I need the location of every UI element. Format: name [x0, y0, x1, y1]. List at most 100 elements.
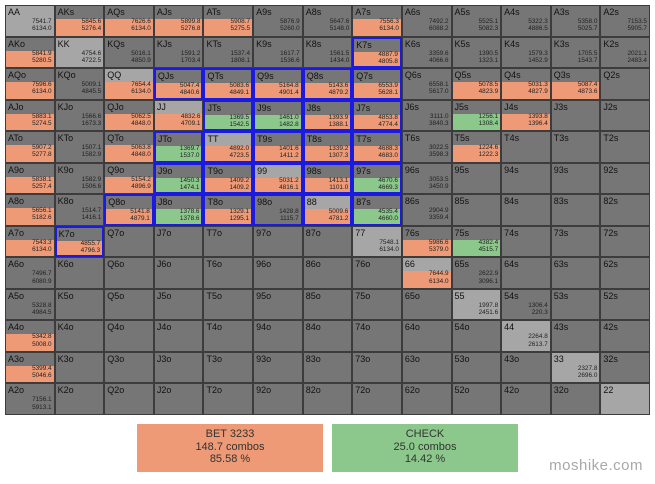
range-cell-TT[interactable]: TT 4892.0 4723.5: [203, 131, 254, 163]
range-cell-83o[interactable]: 83o: [302, 351, 353, 384]
range-cell-Q3s[interactable]: Q3s 5087.4 4873.6: [550, 68, 601, 100]
range-cell-63o[interactable]: 63o: [401, 351, 452, 384]
range-cell-75o[interactable]: 75o: [352, 288, 402, 321]
range-cell-32o[interactable]: 32o: [550, 383, 601, 415]
range-cell-T4s[interactable]: T4s: [501, 131, 551, 163]
range-cell-99[interactable]: 99 5031.2 4816.1: [253, 162, 303, 195]
range-cell-65o[interactable]: 65o: [401, 288, 452, 321]
range-cell-T7o[interactable]: T7o: [203, 225, 254, 258]
range-cell-QJs[interactable]: QJs 5047.4 4840.6: [153, 68, 204, 100]
range-cell-A2s[interactable]: A2s 7153.5 5905.7: [600, 5, 650, 37]
range-cell-K4o[interactable]: K4o: [54, 320, 105, 352]
range-cell-AJo[interactable]: AJo 5883.1 5274.5: [5, 99, 55, 132]
range-cell-J4o[interactable]: J4o: [153, 320, 204, 352]
range-cell-J2s[interactable]: J2s: [600, 99, 650, 132]
range-cell-KJs[interactable]: KJs 1591.2 1703.4: [153, 36, 204, 69]
range-cell-54s[interactable]: 54s 1306.4 220.3: [501, 288, 551, 321]
range-cell-AJs[interactable]: AJs 5899.8 5276.8: [153, 5, 204, 37]
range-cell-JTo[interactable]: JTo 1369.7 1537.0: [153, 131, 204, 163]
range-cell-32s[interactable]: 32s: [600, 351, 650, 384]
range-cell-K3o[interactable]: K3o: [54, 351, 105, 384]
range-cell-KK[interactable]: KK 4754.6 4722.5: [54, 36, 105, 69]
range-cell-94o[interactable]: 94o: [253, 320, 303, 352]
range-cell-K7s[interactable]: K7s 4887.9 4805.8: [352, 36, 402, 69]
range-cell-77[interactable]: 77 7548.1 6134.0: [352, 225, 402, 258]
range-cell-J8o[interactable]: J8o 1378.6 1378.6: [153, 194, 204, 226]
range-cell-Q7o[interactable]: Q7o: [104, 225, 154, 258]
range-cell-96s[interactable]: 96s 3053.5 3450.9: [401, 162, 452, 195]
range-cell-J4s[interactable]: J4s 1393.8 1396.4: [501, 99, 551, 132]
range-cell-92o[interactable]: 92o: [253, 383, 303, 415]
range-cell-K3s[interactable]: K3s 1705.5 1543.7: [550, 36, 601, 69]
range-cell-64s[interactable]: 64s: [501, 257, 551, 289]
range-cell-Q4o[interactable]: Q4o: [104, 320, 154, 352]
legend-bet[interactable]: BET 3233 148.7 combos 85.58 %: [137, 424, 323, 472]
range-cell-K6s[interactable]: K6s 3359.6 4066.6: [401, 36, 452, 69]
range-cell-85o[interactable]: 85o: [302, 288, 353, 321]
range-cell-A5o[interactable]: A5o 5328.8 4984.5: [5, 288, 55, 321]
range-cell-72o[interactable]: 72o: [352, 383, 402, 415]
range-cell-Q7s[interactable]: Q7s 6553.9 5628.1: [352, 68, 402, 100]
range-cell-Q3o[interactable]: Q3o: [104, 351, 154, 384]
range-cell-AQo[interactable]: AQo 7596.6 6134.0: [5, 68, 55, 100]
range-cell-88[interactable]: 88 5009.6 4781.2: [302, 194, 353, 226]
range-cell-QTo[interactable]: QTo 5063.8 4848.0: [104, 131, 154, 163]
range-cell-98s[interactable]: 98s 1413.1 1101.0: [302, 162, 353, 195]
range-cell-J9s[interactable]: J9s 1461.0 1482.8: [253, 99, 303, 132]
range-cell-J6s[interactable]: J6s 3111.0 3840.3: [401, 99, 452, 132]
range-cell-Q9s[interactable]: Q9s 5164.8 4901.4: [253, 68, 303, 100]
range-cell-A5s[interactable]: A5s 5525.1 5082.3: [451, 5, 502, 37]
range-cell-Q2o[interactable]: Q2o: [104, 383, 154, 415]
range-cell-T4o[interactable]: T4o: [203, 320, 254, 352]
range-cell-JTs[interactable]: JTs 1369.5 1542.5: [203, 99, 254, 132]
range-cell-74s[interactable]: 74s: [501, 225, 551, 258]
range-cell-J3o[interactable]: J3o: [153, 351, 204, 384]
range-cell-96o[interactable]: 96o: [253, 257, 303, 289]
range-cell-T6s[interactable]: T6s 3022.5 3598.3: [401, 131, 452, 163]
range-cell-A2o[interactable]: A2o 7156.1 5913.1: [5, 383, 55, 415]
range-cell-74o[interactable]: 74o: [352, 320, 402, 352]
range-cell-A4o[interactable]: A4o 5342.8 5008.0: [5, 320, 55, 352]
range-cell-A3s[interactable]: A3s 5358.0 5025.7: [550, 5, 601, 37]
legend-check[interactable]: CHECK 25.0 combos 14.42 %: [332, 424, 518, 472]
range-cell-K8s[interactable]: K8s 1561.5 1434.0: [302, 36, 353, 69]
range-cell-K4s[interactable]: K4s 1579.3 1452.9: [501, 36, 551, 69]
range-cell-J6o[interactable]: J6o: [153, 257, 204, 289]
range-cell-A9s[interactable]: A9s 5876.9 5260.0: [253, 5, 303, 37]
range-cell-Q6s[interactable]: Q6s 6558.1 5617.0: [401, 68, 452, 100]
range-cell-KQo[interactable]: KQo 5009.1 4845.5: [54, 68, 105, 100]
range-cell-A6o[interactable]: A6o 7496.7 6080.9: [5, 257, 55, 289]
range-cell-72s[interactable]: 72s: [600, 225, 650, 258]
range-cell-J7s[interactable]: J7s 4853.8 4774.4: [352, 99, 402, 132]
range-cell-ATs[interactable]: ATs 5908.7 5275.5: [203, 5, 254, 37]
range-cell-64o[interactable]: 64o: [401, 320, 452, 352]
range-cell-QTs[interactable]: QTs 5083.6 4849.1: [203, 68, 254, 100]
range-cell-97s[interactable]: 97s 4670.6 4669.3: [352, 162, 402, 195]
range-cell-AKo[interactable]: AKo 5841.9 5280.5: [5, 36, 55, 69]
range-cell-73o[interactable]: 73o: [352, 351, 402, 384]
range-cell-K6o[interactable]: K6o: [54, 257, 105, 289]
range-cell-87s[interactable]: 87s 4535.4 4660.0: [352, 194, 402, 226]
range-cell-A8o[interactable]: A8o 5656.1 5182.6: [5, 194, 55, 226]
range-cell-43o[interactable]: 43o: [501, 351, 551, 384]
range-cell-K9s[interactable]: K9s 1617.7 1536.6: [253, 36, 303, 69]
range-cell-62s[interactable]: 62s: [600, 257, 650, 289]
range-cell-82o[interactable]: 82o: [302, 383, 353, 415]
range-cell-J7o[interactable]: J7o: [153, 225, 204, 258]
range-cell-K9o[interactable]: K9o 1582.9 1506.6: [54, 162, 105, 195]
range-cell-62o[interactable]: 62o: [401, 383, 452, 415]
range-cell-55[interactable]: 55 1997.8 2451.6: [451, 288, 502, 321]
range-cell-T3s[interactable]: T3s: [550, 131, 601, 163]
range-cell-A6s[interactable]: A6s 7492.2 6088.2: [401, 5, 452, 37]
range-cell-86s[interactable]: 86s 2904.9 3359.4: [401, 194, 452, 226]
range-cell-53o[interactable]: 53o: [451, 351, 502, 384]
range-cell-K2o[interactable]: K2o: [54, 383, 105, 415]
range-cell-KQs[interactable]: KQs 5016.1 4850.9: [104, 36, 154, 69]
range-cell-KTs[interactable]: KTs 1537.4 1808.1: [203, 36, 254, 69]
range-cell-T9s[interactable]: T9s 1401.6 1411.2: [253, 131, 303, 163]
range-cell-42o[interactable]: 42o: [501, 383, 551, 415]
range-cell-AKs[interactable]: AKs 5845.6 5276.4: [54, 5, 105, 37]
range-cell-84o[interactable]: 84o: [302, 320, 353, 352]
range-cell-22[interactable]: 22: [600, 383, 650, 415]
range-cell-QQ[interactable]: QQ 7654.4 6134.0: [104, 68, 154, 100]
